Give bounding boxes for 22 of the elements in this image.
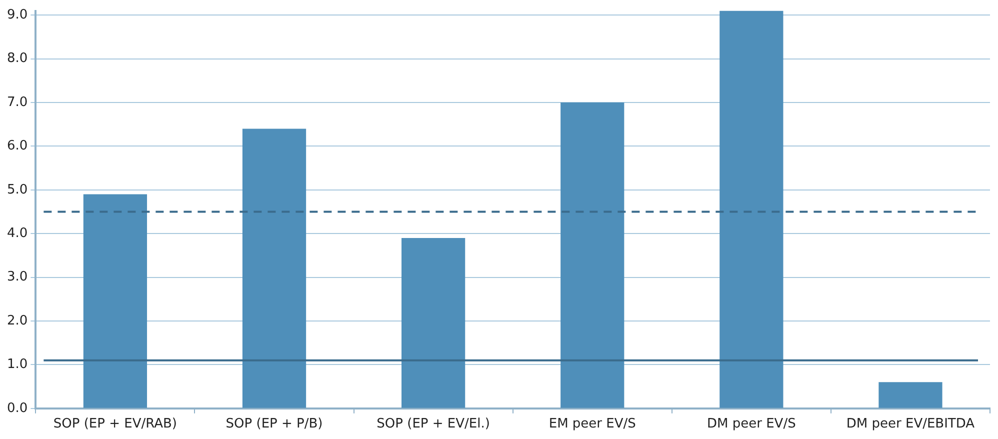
y-tick-label: 9.0	[6, 8, 28, 23]
y-tick-label: 2.0	[6, 313, 28, 328]
x-tick-label: SOP (EP + P/B)	[226, 416, 323, 432]
y-tick-label: 7.0	[6, 94, 28, 110]
bar	[242, 128, 306, 408]
x-tick-label: EM peer EV/S	[548, 416, 636, 432]
x-tick-label: SOP (EP + EV/RAB)	[53, 416, 178, 432]
y-tick-label: 5.0	[6, 182, 28, 198]
y-tick-label: 3.0	[6, 270, 28, 285]
y-tick-label: 1.0	[6, 357, 28, 372]
x-tick-label: SOP (EP + EV/El.)	[376, 416, 490, 432]
y-tick-label: 8.0	[6, 51, 28, 66]
bar	[720, 10, 784, 408]
y-tick-label: 0.0	[6, 400, 28, 416]
bar	[83, 194, 148, 408]
x-tick-label: DM peer EV/S	[707, 416, 796, 432]
y-tick-label: 6.0	[6, 138, 28, 154]
bar	[878, 382, 942, 408]
bar	[560, 102, 624, 408]
x-tick-label: DM peer EV/EBITDA	[846, 416, 975, 432]
bar	[402, 238, 466, 408]
y-tick-label: 4.0	[6, 226, 28, 242]
